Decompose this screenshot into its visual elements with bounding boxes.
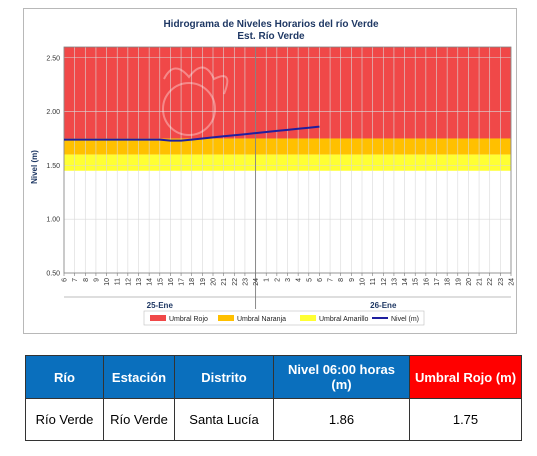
legend-swatch xyxy=(218,315,234,321)
x-tick-label: 22 xyxy=(487,278,494,286)
legend-label: Umbral Amarillo xyxy=(319,316,369,323)
x-tick-label: 23 xyxy=(242,278,249,286)
x-tick-label: 16 xyxy=(168,278,175,286)
y-tick-label: 2.50 xyxy=(46,55,60,62)
x-tick-label: 22 xyxy=(232,278,239,286)
x-tick-label: 17 xyxy=(179,278,186,286)
x-tick-label: 21 xyxy=(221,278,228,286)
level-table: Río Estación Distrito Nivel 06:00 horas … xyxy=(25,355,522,441)
hydrograph-svg: Hidrograma de Niveles Horarios del río V… xyxy=(30,19,516,326)
x-tick-label: 13 xyxy=(391,278,398,286)
x-tick-label: 8 xyxy=(338,278,345,282)
header-umbral-rojo: Umbral Rojo (m) xyxy=(409,355,522,399)
day-label: 25-Ene xyxy=(147,301,174,310)
day-label: 26-Ene xyxy=(370,301,397,310)
x-tick-label: 11 xyxy=(370,278,377,285)
x-tick-label: 9 xyxy=(93,278,100,282)
x-tick-label: 13 xyxy=(136,278,143,286)
y-axis-label: Nivel (m) xyxy=(30,150,39,184)
cell-rio: Río Verde xyxy=(25,398,104,441)
legend-label: Umbral Rojo xyxy=(169,316,208,323)
x-tick-label: 24 xyxy=(509,278,516,286)
x-tick-label: 12 xyxy=(381,278,388,286)
table-row: Río Verde Río Verde Santa Lucía 1.86 1.7… xyxy=(25,398,522,441)
hydrograph-chart: Hidrograma de Niveles Horarios del río V… xyxy=(23,8,517,334)
x-tick-label: 6 xyxy=(62,278,69,282)
x-tick-label: 3 xyxy=(285,278,292,282)
series-line-nivel xyxy=(64,125,320,142)
y-tick-label: 1.50 xyxy=(46,163,60,170)
x-tick-label: 2 xyxy=(274,278,281,282)
y-tick-label: 1.00 xyxy=(46,217,60,224)
x-tick-label: 15 xyxy=(413,278,420,286)
cell-umbral-rojo: 1.75 xyxy=(409,398,522,441)
x-tick-label: 12 xyxy=(125,278,132,286)
x-tick-label: 20 xyxy=(466,278,473,286)
x-tick-label: 5 xyxy=(306,278,313,282)
x-tick-label: 10 xyxy=(360,278,367,286)
x-tick-label: 18 xyxy=(189,278,196,286)
y-tick-label: 2.00 xyxy=(46,109,60,116)
chart-title: Hidrograma de Niveles Horarios del río V… xyxy=(163,19,379,30)
legend-box xyxy=(143,310,425,326)
legend-label: Nivel (m) xyxy=(391,316,419,323)
sun-watermark-icon xyxy=(162,66,229,136)
legend-swatch xyxy=(150,315,166,321)
x-tick-label: 20 xyxy=(211,278,218,286)
x-tick-label: 14 xyxy=(147,278,154,286)
x-tick-label: 7 xyxy=(328,278,335,282)
x-tick-label: 21 xyxy=(477,278,484,286)
x-tick-label: 15 xyxy=(157,278,164,286)
legend-swatch xyxy=(300,315,316,321)
x-tick-label: 17 xyxy=(434,278,441,286)
x-tick-label: 6 xyxy=(317,278,324,282)
x-tick-label: 9 xyxy=(349,278,356,282)
x-tick-label: 23 xyxy=(498,278,505,286)
x-tick-label: 11 xyxy=(115,278,122,285)
x-tick-label: 4 xyxy=(296,278,303,282)
table-header-row: Río Estación Distrito Nivel 06:00 horas … xyxy=(25,355,522,399)
cell-estacion: Río Verde xyxy=(103,398,175,441)
x-tick-label: 1 xyxy=(264,278,271,282)
x-tick-label: 24 xyxy=(253,278,260,286)
x-tick-label: 10 xyxy=(104,278,111,286)
header-estacion: Estación xyxy=(103,355,175,399)
chart-subtitle: Est. Río Verde xyxy=(237,31,305,42)
cell-distrito: Santa Lucía xyxy=(174,398,274,441)
x-tick-label: 16 xyxy=(423,278,430,286)
x-tick-label: 14 xyxy=(402,278,409,286)
header-nivel: Nivel 06:00 horas (m) xyxy=(273,355,410,399)
header-distrito: Distrito xyxy=(174,355,274,399)
header-rio: Río xyxy=(25,355,104,399)
legend-label: Umbral Naranja xyxy=(237,316,286,323)
x-tick-label: 19 xyxy=(455,278,462,286)
x-tick-label: 19 xyxy=(200,278,207,286)
x-tick-label: 7 xyxy=(72,278,79,282)
x-tick-label: 8 xyxy=(83,278,90,282)
y-tick-label: 0.50 xyxy=(46,271,60,278)
cell-nivel: 1.86 xyxy=(273,398,410,441)
x-tick-label: 18 xyxy=(445,278,452,286)
